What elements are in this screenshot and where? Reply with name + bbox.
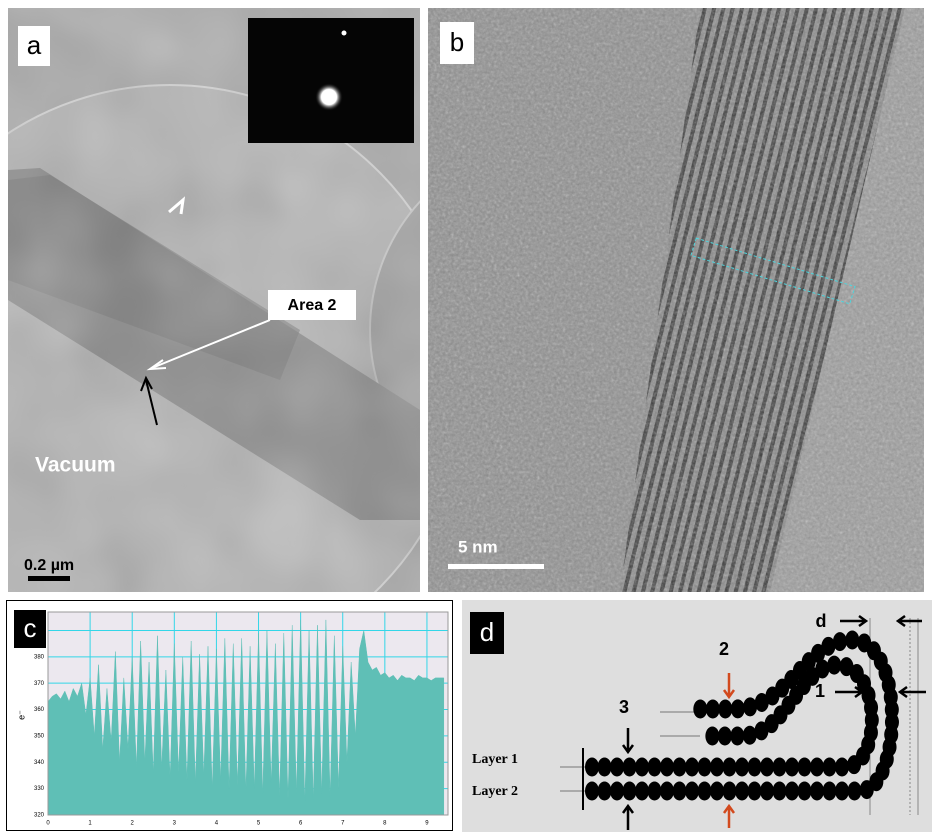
y-tick-label: 370 — [34, 681, 45, 687]
bead — [648, 758, 662, 777]
bead — [635, 758, 649, 777]
bead — [823, 782, 837, 801]
bead — [706, 700, 720, 719]
diffraction-spot — [315, 83, 343, 111]
vacuum-label: Vacuum — [35, 454, 116, 477]
bead — [660, 782, 674, 801]
panel-label: b — [450, 27, 464, 57]
bead — [798, 782, 812, 801]
bead — [835, 758, 849, 777]
bead — [710, 782, 724, 801]
bead — [610, 758, 624, 777]
panel-label: a — [27, 30, 42, 60]
y-tick-label: 390 — [34, 628, 45, 634]
y-tick-label: 360 — [34, 707, 45, 713]
bead — [693, 700, 707, 719]
panel-label: d — [480, 617, 494, 647]
bead — [743, 726, 757, 745]
bead — [610, 782, 624, 801]
bead — [845, 631, 859, 650]
marker-label: 2 — [719, 639, 729, 659]
bead — [810, 758, 824, 777]
bead — [598, 782, 612, 801]
bead — [748, 758, 762, 777]
scale-bar-label: 0.2 µm — [24, 557, 74, 574]
layer-label: Layer 2 — [472, 784, 518, 799]
bead — [848, 782, 862, 801]
bead — [623, 782, 637, 801]
bead — [827, 656, 841, 675]
bead — [798, 758, 812, 777]
bead — [785, 782, 799, 801]
bead — [857, 633, 871, 652]
panel-b: 5 nm b — [428, 8, 924, 592]
bead — [710, 758, 724, 777]
diffraction-spot — [342, 31, 347, 36]
bead — [648, 782, 662, 801]
bead — [810, 782, 824, 801]
bead — [598, 758, 612, 777]
bead — [743, 697, 757, 716]
bead — [835, 782, 849, 801]
bead — [773, 782, 787, 801]
y-tick-label: 330 — [34, 786, 45, 792]
y-tick-label: 320 — [34, 813, 45, 819]
texture — [428, 8, 924, 592]
bead — [748, 782, 762, 801]
layer-label: Layer 1 — [472, 752, 518, 767]
bead — [635, 782, 649, 801]
scale-bar — [28, 576, 70, 581]
bead — [718, 700, 732, 719]
bead — [760, 758, 774, 777]
panel-c: c e⁻ 3203303403503603703803900123456789 — [7, 601, 453, 831]
bead — [673, 758, 687, 777]
scale-bar-label: 5 nm — [458, 537, 498, 556]
bead — [698, 782, 712, 801]
marker-label: 1 — [815, 681, 825, 701]
bead — [723, 782, 737, 801]
bead — [730, 727, 744, 746]
y-tick-label: 380 — [34, 654, 45, 660]
bead — [685, 758, 699, 777]
bead — [718, 727, 732, 746]
bead — [823, 758, 837, 777]
d-label: d — [816, 611, 827, 631]
bead — [735, 758, 749, 777]
y-axis-label: e⁻ — [16, 710, 26, 720]
bead — [839, 657, 853, 676]
bead — [585, 782, 599, 801]
bead — [735, 782, 749, 801]
bead — [685, 782, 699, 801]
bead — [723, 758, 737, 777]
bead — [585, 758, 599, 777]
diffraction-inset — [248, 18, 414, 143]
bead — [760, 782, 774, 801]
marker-label: 3 — [619, 697, 629, 717]
bead — [698, 758, 712, 777]
y-tick-label: 350 — [34, 733, 45, 739]
bead — [785, 758, 799, 777]
scale-bar — [448, 564, 544, 569]
bead — [673, 782, 687, 801]
bead — [660, 758, 674, 777]
area-label: Area 2 — [288, 297, 337, 314]
bead — [705, 727, 719, 746]
y-tick-label: 340 — [34, 760, 45, 766]
bead — [731, 699, 745, 718]
bead — [623, 758, 637, 777]
figure: Area 2 Vacuum 0.2 µm a 5 nm b c e⁻ 32033… — [0, 0, 932, 832]
panel-d: d d 1 2 3 Layer 1 Layer 2 — [462, 600, 932, 832]
bead — [773, 758, 787, 777]
